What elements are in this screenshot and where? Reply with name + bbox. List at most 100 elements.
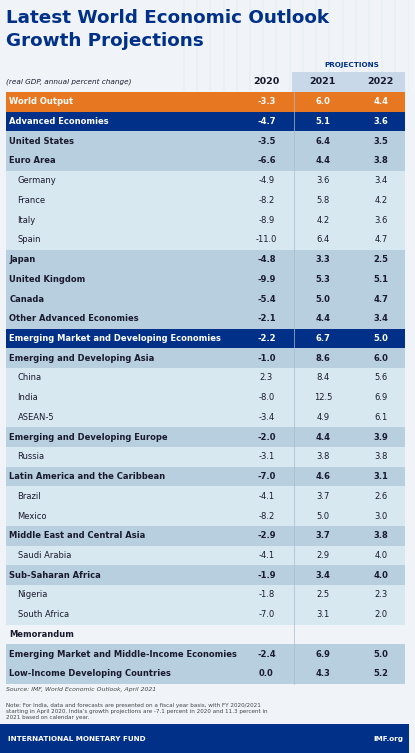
FancyBboxPatch shape bbox=[6, 467, 405, 486]
FancyBboxPatch shape bbox=[6, 427, 405, 447]
Text: 3.6: 3.6 bbox=[316, 176, 330, 185]
Text: -5.4: -5.4 bbox=[257, 294, 276, 303]
Text: 12.5: 12.5 bbox=[314, 393, 332, 402]
Text: 2021: 2021 bbox=[310, 78, 336, 86]
Text: 3.4: 3.4 bbox=[315, 571, 330, 580]
Text: 6.9: 6.9 bbox=[374, 393, 388, 402]
Text: China: China bbox=[17, 373, 42, 383]
Text: 3.7: 3.7 bbox=[316, 492, 330, 501]
Text: 4.7: 4.7 bbox=[374, 294, 388, 303]
Text: 3.8: 3.8 bbox=[374, 532, 388, 540]
FancyBboxPatch shape bbox=[6, 407, 405, 427]
Text: United States: United States bbox=[10, 137, 74, 145]
Text: -11.0: -11.0 bbox=[256, 236, 277, 244]
Text: Canada: Canada bbox=[10, 294, 44, 303]
Text: 4.0: 4.0 bbox=[374, 551, 388, 560]
Text: India: India bbox=[17, 393, 38, 402]
Text: 6.9: 6.9 bbox=[315, 650, 330, 659]
FancyBboxPatch shape bbox=[6, 566, 405, 585]
Text: 4.4: 4.4 bbox=[315, 157, 330, 166]
Text: 6.4: 6.4 bbox=[316, 236, 330, 244]
Text: Saudi Arabia: Saudi Arabia bbox=[17, 551, 71, 560]
Text: 4.2: 4.2 bbox=[316, 215, 330, 224]
Text: 6.1: 6.1 bbox=[374, 413, 388, 422]
Text: -8.0: -8.0 bbox=[258, 393, 275, 402]
Text: 4.6: 4.6 bbox=[315, 472, 330, 481]
Text: -3.5: -3.5 bbox=[257, 137, 276, 145]
Text: Spain: Spain bbox=[17, 236, 41, 244]
Text: Middle East and Central Asia: Middle East and Central Asia bbox=[10, 532, 146, 540]
Text: 3.6: 3.6 bbox=[374, 215, 388, 224]
Text: 2.0: 2.0 bbox=[374, 610, 388, 619]
Text: 3.1: 3.1 bbox=[316, 610, 330, 619]
FancyBboxPatch shape bbox=[6, 270, 405, 289]
Text: 5.6: 5.6 bbox=[374, 373, 388, 383]
Text: Italy: Italy bbox=[17, 215, 36, 224]
Text: Latin America and the Caribbean: Latin America and the Caribbean bbox=[10, 472, 166, 481]
Text: -1.8: -1.8 bbox=[258, 590, 275, 599]
Text: 4.7: 4.7 bbox=[374, 236, 388, 244]
Text: 2.5: 2.5 bbox=[374, 255, 388, 264]
Text: 4.0: 4.0 bbox=[374, 571, 388, 580]
Text: Emerging Market and Middle-Income Economies: Emerging Market and Middle-Income Econom… bbox=[10, 650, 237, 659]
Text: Latest World Economic Outlook: Latest World Economic Outlook bbox=[6, 9, 329, 27]
Text: -2.2: -2.2 bbox=[257, 334, 276, 343]
Text: Sub-Saharan Africa: Sub-Saharan Africa bbox=[10, 571, 101, 580]
Text: 4.4: 4.4 bbox=[315, 314, 330, 323]
FancyBboxPatch shape bbox=[6, 131, 405, 151]
FancyBboxPatch shape bbox=[6, 605, 405, 624]
Text: 2.6: 2.6 bbox=[374, 492, 388, 501]
Text: -3.4: -3.4 bbox=[258, 413, 275, 422]
Text: Germany: Germany bbox=[17, 176, 56, 185]
Text: 5.3: 5.3 bbox=[315, 275, 330, 284]
Text: Advanced Economies: Advanced Economies bbox=[10, 117, 109, 126]
Text: 3.5: 3.5 bbox=[374, 137, 388, 145]
Text: -3.1: -3.1 bbox=[258, 453, 275, 462]
Text: Japan: Japan bbox=[10, 255, 36, 264]
FancyBboxPatch shape bbox=[6, 349, 405, 368]
Text: Note: For India, data and forecasts are presented on a fiscal year basis, with F: Note: For India, data and forecasts are … bbox=[6, 703, 268, 720]
Text: 2.5: 2.5 bbox=[316, 590, 330, 599]
Text: France: France bbox=[17, 196, 46, 205]
Text: United Kingdom: United Kingdom bbox=[10, 275, 85, 284]
Text: 8.4: 8.4 bbox=[316, 373, 330, 383]
FancyBboxPatch shape bbox=[6, 328, 405, 349]
Text: -7.0: -7.0 bbox=[257, 472, 276, 481]
Text: 3.6: 3.6 bbox=[374, 117, 388, 126]
Text: 5.2: 5.2 bbox=[374, 669, 388, 678]
Text: 2.3: 2.3 bbox=[260, 373, 273, 383]
FancyBboxPatch shape bbox=[6, 585, 405, 605]
Text: 5.0: 5.0 bbox=[316, 511, 330, 520]
Text: 0.0: 0.0 bbox=[259, 669, 274, 678]
Text: Emerging Market and Developing Economies: Emerging Market and Developing Economies bbox=[10, 334, 221, 343]
FancyBboxPatch shape bbox=[6, 526, 405, 546]
Text: ASEAN-5: ASEAN-5 bbox=[17, 413, 54, 422]
Text: 3.8: 3.8 bbox=[374, 453, 388, 462]
FancyBboxPatch shape bbox=[6, 309, 405, 328]
Text: -1.9: -1.9 bbox=[257, 571, 276, 580]
Text: 3.1: 3.1 bbox=[374, 472, 388, 481]
FancyBboxPatch shape bbox=[6, 368, 405, 388]
FancyBboxPatch shape bbox=[6, 289, 405, 309]
Text: Other Advanced Economies: Other Advanced Economies bbox=[10, 314, 139, 323]
Text: PROJECTIONS: PROJECTIONS bbox=[325, 62, 379, 68]
Text: -2.9: -2.9 bbox=[257, 532, 276, 540]
Text: -2.1: -2.1 bbox=[257, 314, 276, 323]
Text: 5.1: 5.1 bbox=[315, 117, 330, 126]
Text: Euro Area: Euro Area bbox=[10, 157, 56, 166]
Text: -8.2: -8.2 bbox=[258, 511, 275, 520]
Text: 5.0: 5.0 bbox=[374, 650, 388, 659]
Text: Low-Income Developing Countries: Low-Income Developing Countries bbox=[10, 669, 171, 678]
Text: -4.7: -4.7 bbox=[257, 117, 276, 126]
FancyBboxPatch shape bbox=[6, 447, 405, 467]
Text: INTERNATIONAL MONETARY FUND: INTERNATIONAL MONETARY FUND bbox=[8, 736, 146, 742]
Text: Russia: Russia bbox=[17, 453, 45, 462]
Text: -4.9: -4.9 bbox=[259, 176, 274, 185]
FancyBboxPatch shape bbox=[6, 230, 405, 250]
Text: -3.3: -3.3 bbox=[257, 97, 276, 106]
Text: Memorandum: Memorandum bbox=[10, 630, 74, 639]
FancyBboxPatch shape bbox=[6, 388, 405, 407]
Text: 3.0: 3.0 bbox=[374, 511, 388, 520]
FancyBboxPatch shape bbox=[6, 506, 405, 526]
FancyBboxPatch shape bbox=[6, 486, 405, 506]
